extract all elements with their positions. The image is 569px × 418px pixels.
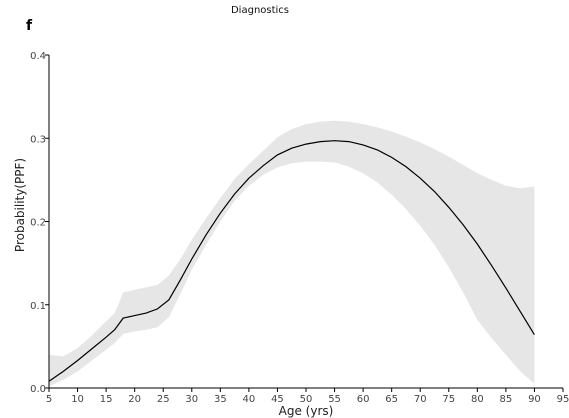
confidence-band xyxy=(49,120,535,387)
x-tick-label: 65 xyxy=(385,394,398,405)
x-tick-label: 55 xyxy=(328,394,341,405)
y-tick-label: 0.4 xyxy=(30,51,46,62)
x-axis-ticks: 5 10 15 20 25 30 35 40 45 50 55 60 65 70 75 80 85 90 95 xyxy=(46,388,569,405)
y-tick-label: 0.1 xyxy=(30,301,46,312)
y-axis-label: Probability(PPF) xyxy=(13,158,27,252)
x-tick-label: 50 xyxy=(300,394,313,405)
x-tick-label: 95 xyxy=(557,394,569,405)
confidence-band-layer xyxy=(49,120,535,387)
x-tick-label: 80 xyxy=(471,394,484,405)
x-tick-label: 30 xyxy=(185,394,198,405)
x-tick-label: 90 xyxy=(528,394,541,405)
x-tick-label: 10 xyxy=(71,394,84,405)
x-tick-label: 15 xyxy=(100,394,113,405)
y-tick-label: 0.2 xyxy=(30,218,46,229)
x-tick-label: 60 xyxy=(357,394,370,405)
x-tick-label: 40 xyxy=(243,394,256,405)
y-tick-label: 0.0 xyxy=(30,384,46,395)
line-layer xyxy=(48,140,535,382)
x-tick-label: 85 xyxy=(500,394,513,405)
x-tick-label: 35 xyxy=(214,394,227,405)
x-tick-label: 70 xyxy=(414,394,427,405)
panel-label: f xyxy=(26,18,33,34)
x-tick-label: 45 xyxy=(271,394,284,405)
y-axis-ticks: 0.0 0.1 0.2 0.3 0.4 xyxy=(30,51,49,395)
x-tick-label: 25 xyxy=(157,394,170,405)
y-tick-label: 0.3 xyxy=(30,134,46,145)
probability-line xyxy=(48,140,535,382)
x-axis-label: Age (yrs) xyxy=(279,404,334,418)
x-tick-label: 20 xyxy=(128,394,141,405)
x-tick-label: 5 xyxy=(46,394,52,405)
x-tick-label: 75 xyxy=(442,394,455,405)
chart-title: Diagnostics xyxy=(231,5,289,16)
